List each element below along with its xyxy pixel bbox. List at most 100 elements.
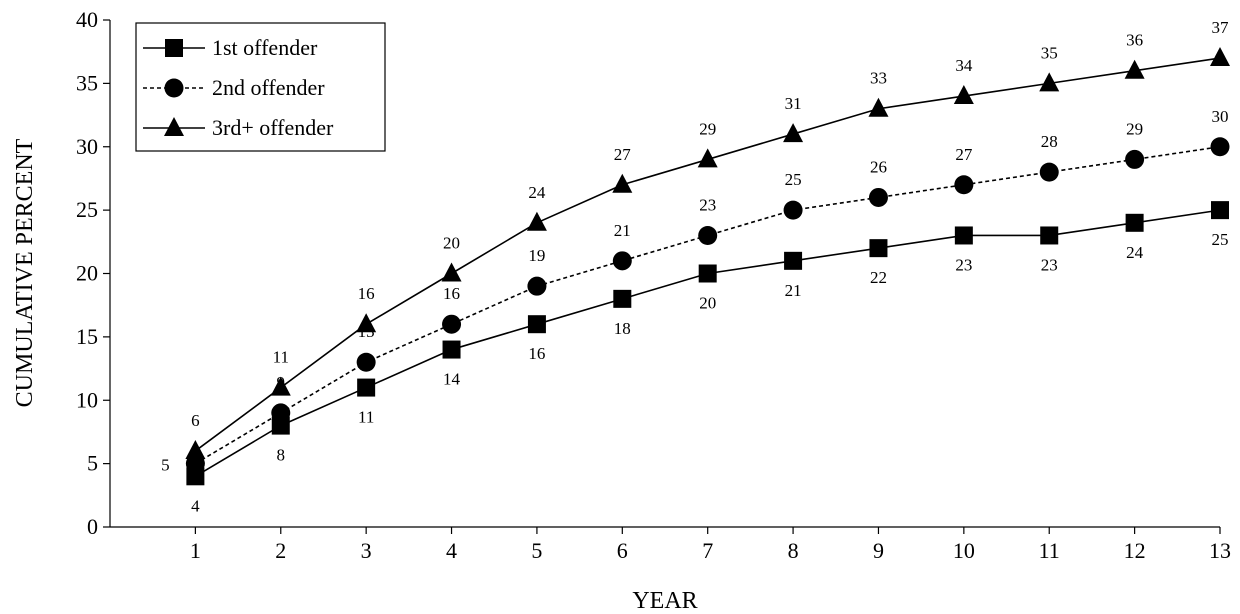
- x-tick-label: 9: [873, 538, 884, 563]
- data-point: [527, 315, 546, 334]
- data-point: [356, 313, 377, 333]
- data-label: 20: [443, 234, 460, 253]
- data-label: 35: [1041, 43, 1058, 62]
- data-label: 22: [870, 268, 887, 287]
- data-label: 25: [1212, 230, 1229, 249]
- data-point: [612, 173, 633, 193]
- x-tick-label: 11: [1039, 538, 1060, 563]
- data-label: 16: [358, 284, 375, 303]
- y-tick-label: 20: [76, 261, 98, 286]
- data-label: 25: [785, 170, 802, 189]
- data-point: [270, 376, 291, 396]
- data-point: [697, 148, 718, 168]
- y-axis-title: CUMULATIVE PERCENT: [12, 138, 38, 407]
- data-label: 6: [191, 411, 200, 430]
- data-label: 33: [870, 69, 887, 88]
- data-label: 23: [955, 255, 972, 274]
- legend-item: 3rd+ offender: [143, 115, 334, 140]
- data-point: [954, 175, 974, 195]
- legend-item: 2nd offender: [143, 75, 325, 100]
- data-point: [1210, 137, 1230, 157]
- data-label: 16: [443, 284, 460, 303]
- data-label: 5: [161, 456, 170, 475]
- y-tick-label: 25: [76, 197, 98, 222]
- legend-item: 1st offender: [143, 35, 318, 60]
- data-label: 37: [1212, 18, 1230, 37]
- data-label: 11: [358, 408, 374, 427]
- data-point: [526, 211, 547, 231]
- x-tick-label: 2: [275, 538, 286, 563]
- data-point: [527, 276, 547, 296]
- data-label: 18: [614, 319, 631, 338]
- data-label: 13: [358, 322, 375, 341]
- data-label: 30: [1212, 107, 1229, 126]
- series-3: [185, 47, 1230, 459]
- data-label: 36: [1126, 31, 1143, 50]
- data-label: 31: [785, 94, 802, 113]
- data-point: [1210, 47, 1230, 67]
- data-point: [442, 314, 462, 334]
- legend-marker: [164, 117, 184, 136]
- data-label: 20: [699, 294, 716, 313]
- data-point: [356, 352, 376, 372]
- data-label: 16: [528, 344, 545, 363]
- data-point: [1125, 149, 1145, 169]
- data-label: 28: [1041, 132, 1058, 151]
- data-point: [869, 239, 888, 258]
- data-point: [1125, 213, 1144, 232]
- series-1: [186, 201, 1229, 486]
- data-label: 29: [699, 119, 716, 138]
- data-label: 23: [699, 195, 716, 214]
- data-point: [784, 251, 803, 270]
- data-label: 21: [785, 281, 802, 300]
- x-tick-label: 5: [531, 538, 542, 563]
- data-label: 24: [528, 183, 546, 202]
- series-line: [194, 209, 1221, 477]
- data-point: [698, 264, 717, 283]
- data-point: [185, 439, 206, 459]
- x-tick-label: 6: [617, 538, 628, 563]
- data-label: 29: [1126, 119, 1143, 138]
- series-layer: [185, 47, 1230, 486]
- y-tick-label: 5: [87, 451, 98, 476]
- data-point: [868, 97, 889, 117]
- y-tick-label: 15: [76, 324, 98, 349]
- data-point: [357, 378, 376, 397]
- data-labels: 4 8 11 14 16 18 20 21 22 23 23 24 25 5 9 13 16 19 21 23 25 26…: [161, 18, 1229, 515]
- data-label: 24: [1126, 243, 1144, 262]
- data-label: 8: [277, 446, 286, 465]
- data-point: [954, 226, 973, 245]
- x-tick-label: 8: [788, 538, 799, 563]
- data-point: [1040, 226, 1059, 245]
- legend-marker: [164, 78, 184, 98]
- data-point: [271, 403, 291, 423]
- data-label: 9: [277, 373, 286, 392]
- x-tick-label: 10: [953, 538, 975, 563]
- data-point: [1039, 72, 1060, 92]
- data-point: [612, 251, 632, 271]
- data-label: 27: [614, 145, 632, 164]
- data-label: 34: [955, 56, 973, 75]
- data-point: [1124, 59, 1145, 79]
- y-tick-label: 30: [76, 134, 98, 159]
- data-point: [783, 123, 804, 143]
- data-label: 23: [1041, 255, 1058, 274]
- y-tick-label: 40: [76, 7, 98, 32]
- data-point: [868, 187, 888, 207]
- y-tick-label: 0: [87, 514, 98, 539]
- x-tick-label: 12: [1124, 538, 1146, 563]
- x-tick-label: 4: [446, 538, 457, 563]
- data-label: 21: [614, 221, 631, 240]
- legend-label: 3rd+ offender: [212, 115, 334, 140]
- data-label: 11: [273, 348, 289, 367]
- data-label: 4: [191, 496, 200, 515]
- x-tick-label: 13: [1209, 538, 1231, 563]
- data-label: 26: [870, 157, 887, 176]
- x-tick-label: 1: [190, 538, 201, 563]
- data-label: 14: [443, 370, 461, 389]
- data-label: 27: [955, 145, 973, 164]
- legend-label: 2nd offender: [212, 75, 325, 100]
- y-ticks: 0 5 10 15 20 25 30 35 40: [76, 7, 110, 539]
- data-label: 19: [528, 246, 545, 265]
